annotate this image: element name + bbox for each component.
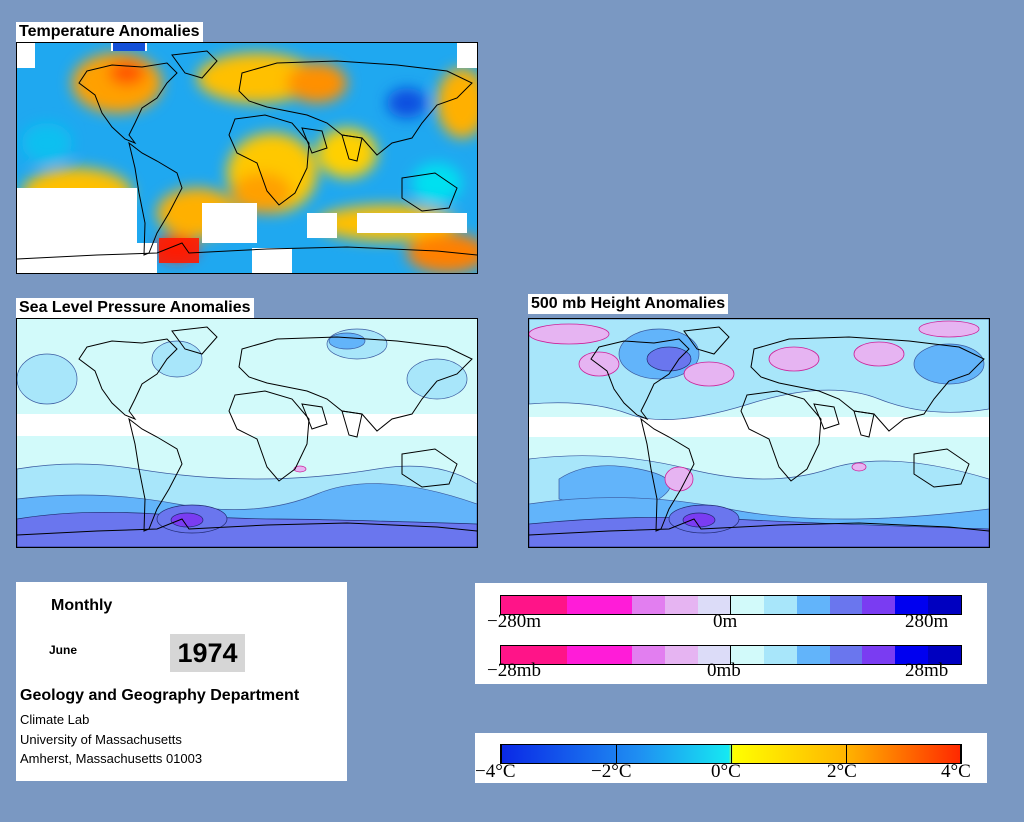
height-swatch <box>796 596 831 614</box>
pressure-label-min: −28mb <box>487 660 541 681</box>
pressure-label-max: 28mb <box>905 660 949 681</box>
temperature-tick <box>501 745 502 763</box>
temperature-tick <box>616 745 617 763</box>
temp-label-4: 4°C <box>941 761 971 782</box>
temp-label-2: 2°C <box>827 761 857 782</box>
university-line: University of Massachusetts <box>20 732 182 747</box>
height-swatch <box>862 596 896 614</box>
height-swatch <box>501 596 535 614</box>
height-color-scale <box>500 595 962 615</box>
height-swatch <box>731 596 765 614</box>
pressure-swatch <box>501 646 535 664</box>
temperature-tick <box>960 745 961 763</box>
height-swatch <box>599 596 633 614</box>
department-name: Geology and Geography Department <box>20 687 300 704</box>
height-swatch <box>928 596 962 614</box>
pressure-swatch <box>796 646 831 664</box>
pressure-swatch <box>665 646 699 664</box>
pressure-swatch <box>533 646 568 664</box>
height-swatch <box>566 596 601 614</box>
pressure-swatch <box>632 646 666 664</box>
info-panel: Monthly June 1974 Geology and Geography … <box>16 582 347 781</box>
pressure-swatch <box>599 646 633 664</box>
pressure-zero-tick <box>730 646 731 664</box>
pressure-color-scale <box>500 645 962 665</box>
height-swatch <box>895 596 929 614</box>
height-swatch <box>533 596 568 614</box>
temp-label-neg4: −4°C <box>475 761 516 782</box>
pressure-swatch <box>763 646 798 664</box>
temperature-tick <box>731 745 732 763</box>
temperature-map-title: Temperature Anomalies <box>16 22 203 42</box>
temperature-anomaly-map <box>16 42 478 274</box>
500mb-height-anomaly-map <box>528 318 990 548</box>
period-label: Monthly <box>51 597 113 614</box>
temperature-color-scale <box>500 744 962 764</box>
pressure-swatch <box>928 646 962 664</box>
height-label-min: −280m <box>487 611 541 632</box>
pressure-swatch <box>698 646 732 664</box>
address-line: Amherst, Massachusetts 01003 <box>20 751 203 766</box>
height-label-max: 280m <box>905 611 949 632</box>
temperature-tick <box>846 745 847 763</box>
height-swatch <box>632 596 666 614</box>
pressure-swatch <box>566 646 601 664</box>
height-swatch <box>665 596 699 614</box>
pressure-swatch <box>895 646 929 664</box>
height-map-title: 500 mb Height Anomalies <box>528 294 729 314</box>
pressure-swatch <box>829 646 863 664</box>
height-swatch <box>829 596 863 614</box>
pressure-label-zero: 0mb <box>707 660 741 681</box>
climate-lab-line: Climate Lab <box>20 712 90 727</box>
temp-label-0: 0°C <box>711 761 741 782</box>
slp-map-title: Sea Level Pressure Anomalies <box>16 298 254 318</box>
height-label-zero: 0m <box>713 611 738 632</box>
height-zero-tick <box>730 596 731 614</box>
height-swatch <box>763 596 798 614</box>
pressure-swatch <box>731 646 765 664</box>
height-pressure-legend: −280m 0m 280m −28mb 0mb 28mb <box>475 583 987 684</box>
month-label: June <box>49 643 78 657</box>
height-swatch <box>698 596 732 614</box>
temperature-legend: −4°C −2°C 0°C 2°C 4°C <box>475 733 987 783</box>
sea-level-pressure-anomaly-map <box>16 318 478 548</box>
pressure-swatch <box>862 646 896 664</box>
temp-label-neg2: −2°C <box>591 761 632 782</box>
year-label: 1974 <box>170 634 245 672</box>
